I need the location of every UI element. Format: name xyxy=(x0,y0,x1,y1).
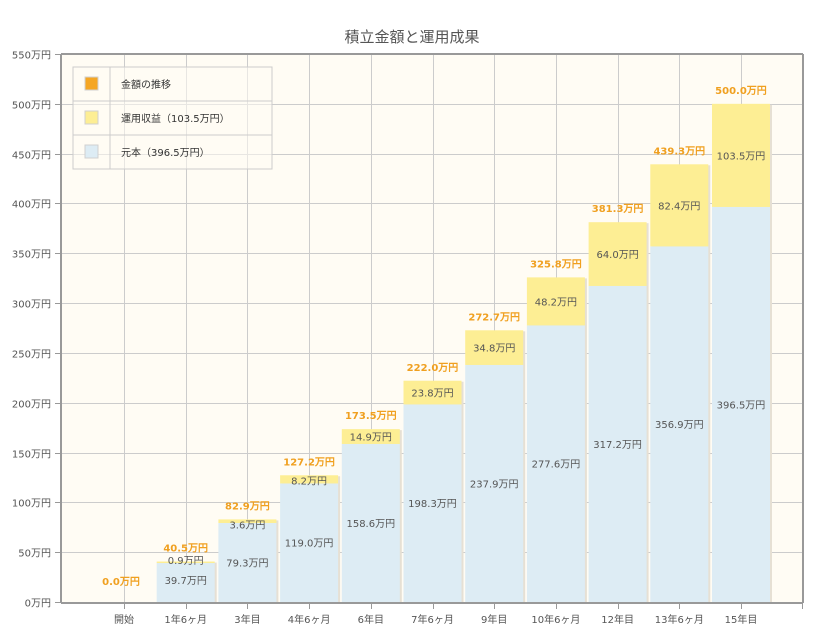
legend-box xyxy=(72,66,273,170)
y-axis: 0万円 50万円 100万円 150万円 200万円 250万円 300万円 350万円 400… xyxy=(12,51,61,610)
legend-label-total: 金額の推移 xyxy=(121,78,171,91)
bar-label-total: 0.0万円 xyxy=(102,576,140,588)
bar-label-returns: 23.8万円 xyxy=(411,389,453,400)
bar-label-returns: 3.6万円 xyxy=(229,520,265,531)
y-tick-label: 350万円 xyxy=(12,250,51,261)
bar-returns xyxy=(588,222,647,286)
bar-label-total: 40.5万円 xyxy=(163,543,208,555)
x-tick-label: 12年目 xyxy=(601,613,634,626)
bar-returns xyxy=(465,330,524,365)
bar-returns xyxy=(341,429,400,444)
x-axis: 開始 1年6ヶ月 3年目 4年6ヶ月 6年目 7年6ヶ月 9年目 10年6ヶ月 12年目 13年6… xyxy=(114,603,803,626)
bar-returns xyxy=(156,561,215,564)
bar-principal xyxy=(403,404,462,602)
bar-label-principal: 277.6万円 xyxy=(532,460,581,471)
x-tick-label: 10年6ヶ月 xyxy=(531,613,580,626)
bar-principal xyxy=(465,364,524,602)
bar-label-returns: 48.2万円 xyxy=(535,297,577,308)
y-tick-label: 450万円 xyxy=(12,151,51,162)
x-tick-label: 開始 xyxy=(114,613,134,626)
bar-label-principal: 237.9万円 xyxy=(470,479,519,490)
bar-label-principal: 396.5万円 xyxy=(717,400,766,411)
bar-returns xyxy=(526,277,585,326)
legend-item-principal[interactable]: 元本（396.5万円） xyxy=(84,144,210,159)
bar-returns xyxy=(280,475,339,484)
bar-principal xyxy=(218,522,277,602)
legend: 金額の推移 運用収益（103.5万円） 元本（396.5万円） xyxy=(72,66,273,170)
bar-returns xyxy=(403,380,462,405)
bar-returns xyxy=(218,519,277,523)
bar-label-total: 325.8万円 xyxy=(530,258,582,270)
bar-principal xyxy=(341,443,400,602)
bar-label-total: 272.7万円 xyxy=(468,311,520,323)
y-tick-label: 500万円 xyxy=(12,101,51,112)
bar-label-total: 222.0万円 xyxy=(407,362,459,374)
bar-principal xyxy=(526,325,585,602)
bar-label-total: 173.5万円 xyxy=(345,410,397,422)
x-tick-label: 3年目 xyxy=(234,613,260,626)
x-tick-label: 4年6ヶ月 xyxy=(288,613,331,626)
legend-item-total[interactable]: 金額の推移 xyxy=(84,76,171,91)
legend-label-returns: 運用収益（103.5万円） xyxy=(121,112,230,125)
bar-principal xyxy=(156,562,215,602)
legend-item-returns[interactable]: 運用収益（103.5万円） xyxy=(84,110,230,125)
bar-principal xyxy=(588,285,647,602)
bar-label-total: 82.9万円 xyxy=(225,500,270,512)
bar-label-returns: 103.5万円 xyxy=(717,151,766,162)
y-tick-label: 50万円 xyxy=(18,549,51,560)
legend-swatch-total xyxy=(84,76,99,91)
bar-label-principal: 356.9万円 xyxy=(655,420,704,431)
legend-label-principal: 元本（396.5万円） xyxy=(121,146,210,159)
bar-label-principal: 317.2万円 xyxy=(593,440,642,451)
x-tick-label: 1年6ヶ月 xyxy=(164,613,207,626)
bar-label-returns: 34.8万円 xyxy=(473,344,515,355)
bar-returns xyxy=(650,164,709,247)
x-tick-label: 7年6ヶ月 xyxy=(411,613,454,626)
chart-title: 積立金額と運用成果 xyxy=(344,28,479,46)
bar-label-returns: 64.0万円 xyxy=(596,250,638,261)
bar-label-total: 500.0万円 xyxy=(715,85,767,97)
bar-label-returns: 8.2万円 xyxy=(291,476,327,487)
bar-label-principal: 158.6万円 xyxy=(346,519,395,530)
bar-label-returns: 82.4万円 xyxy=(658,201,700,212)
x-tick-label: 9年目 xyxy=(481,613,507,626)
bar-label-total: 439.3万円 xyxy=(653,145,705,157)
y-tick-label: 550万円 xyxy=(12,51,51,62)
y-tick-label: 300万円 xyxy=(12,300,51,311)
x-tick-label: 15年目 xyxy=(725,613,758,626)
bar-label-principal: 39.7万円 xyxy=(165,576,207,587)
bars xyxy=(156,103,772,604)
bar-label-principal: 198.3万円 xyxy=(408,499,457,510)
legend-swatch-principal xyxy=(84,144,99,159)
bar-returns xyxy=(712,103,770,207)
bar-principal xyxy=(712,206,770,602)
bar-principal xyxy=(280,483,339,602)
legend-swatch-returns xyxy=(84,110,99,125)
y-tick-label: 150万円 xyxy=(12,450,51,461)
y-tick-label: 0万円 xyxy=(25,599,51,610)
bar-label-principal: 79.3万円 xyxy=(226,558,268,569)
bar-label-returns: 0.9万円 xyxy=(168,556,204,567)
bar-label-returns: 14.9万円 xyxy=(350,433,392,444)
bar-label-total: 381.3万円 xyxy=(592,203,644,215)
y-tick-label: 400万円 xyxy=(12,200,51,211)
bar-principal xyxy=(650,246,709,602)
x-tick-label: 6年目 xyxy=(358,613,384,626)
y-tick-label: 100万円 xyxy=(12,499,51,510)
bar-label-principal: 119.0万円 xyxy=(285,539,334,550)
x-tick-label: 13年6ヶ月 xyxy=(655,613,704,626)
y-tick-label: 200万円 xyxy=(12,400,51,411)
bar-label-total: 127.2万円 xyxy=(283,456,335,468)
y-tick-label: 250万円 xyxy=(12,350,51,361)
